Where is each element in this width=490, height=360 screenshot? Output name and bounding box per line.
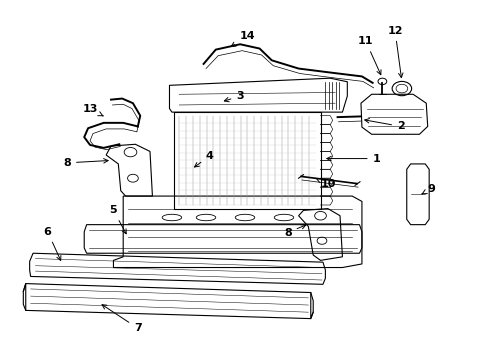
Text: 4: 4 xyxy=(195,151,214,167)
Text: 11: 11 xyxy=(358,36,381,75)
Text: 2: 2 xyxy=(365,118,405,131)
Text: 3: 3 xyxy=(224,91,244,102)
Text: 13: 13 xyxy=(82,104,103,116)
Text: 12: 12 xyxy=(387,26,403,77)
Text: 5: 5 xyxy=(110,205,126,234)
Text: 8: 8 xyxy=(284,225,306,238)
Text: 6: 6 xyxy=(44,227,61,260)
Text: 14: 14 xyxy=(231,31,255,46)
Text: 1: 1 xyxy=(327,154,380,163)
Text: 7: 7 xyxy=(102,305,142,333)
Bar xyxy=(174,112,320,208)
Text: 9: 9 xyxy=(422,184,435,194)
Text: 8: 8 xyxy=(63,158,108,168)
Text: 10: 10 xyxy=(316,178,337,189)
